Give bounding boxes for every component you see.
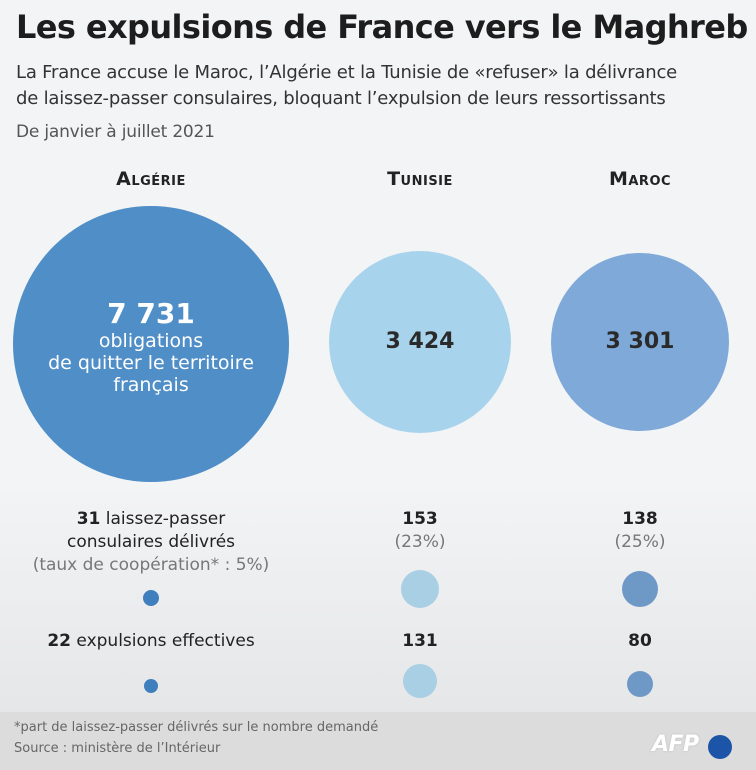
bubble-oqtf-tunisia: [329, 251, 511, 433]
bubble-laissez-passer-tunisia: [401, 570, 439, 608]
morocco-laissez-passer-label: 138 (25%): [614, 508, 665, 554]
algeria-laissez-passer-value: 31: [76, 509, 101, 529]
morocco-cooperation-rate: (25%): [614, 532, 666, 552]
bubble-laissez-passer-algeria: [143, 590, 159, 606]
bubble-oqtf-morocco: [551, 253, 729, 431]
bubble-expulsions-tunisia: [403, 664, 437, 698]
afp-logo: AFP: [652, 732, 699, 757]
algeria-laissez-passer-label: 31 laissez-passer consulaires délivrés (…: [33, 508, 270, 577]
morocco-oqtf-value: 3 301: [605, 329, 675, 354]
algeria-cooperation-rate: (taux de coopération* : 5%): [32, 555, 270, 575]
source: Source : ministère de l’Intérieur: [14, 741, 221, 756]
bubble-expulsions-morocco: [627, 671, 653, 697]
algeria-oqtf-text-2: de quitter le territoire: [48, 352, 254, 374]
algeria-expulsions-label: 22 expulsions effectives: [47, 630, 254, 653]
morocco-laissez-passer-value: 138: [622, 509, 658, 529]
subtitle-line-2: de laissez-passer consulaires, bloquant …: [16, 88, 666, 109]
algeria-oqtf-text-3: français: [113, 374, 189, 396]
bubble-oqtf-algeria: [13, 206, 289, 482]
tunisia-laissez-passer-value: 153: [402, 509, 438, 529]
algeria-oqtf-value: 7 731: [107, 297, 195, 330]
algeria-oqtf-label: 7 731 obligations de quitter le territoi…: [48, 297, 254, 397]
algeria-laissez-passer-text-1: laissez-passer: [100, 509, 226, 529]
country-label-algeria: Algérie: [116, 168, 186, 190]
bubble-expulsions-algeria: [144, 679, 158, 693]
country-label-tunisia: Tunisie: [387, 168, 453, 190]
tunisia-oqtf-value: 3 424: [385, 329, 455, 354]
algeria-expulsions-value: 22: [47, 631, 71, 651]
algeria-laissez-passer-text-2: consulaires délivrés: [66, 532, 236, 552]
footer-bar: [0, 712, 756, 770]
tunisia-laissez-passer-label: 153 (23%): [394, 508, 445, 554]
period-label: De janvier à juillet 2021: [16, 122, 215, 142]
algeria-expulsions-text: expulsions effectives: [71, 631, 255, 651]
country-label-morocco: Maroc: [608, 168, 672, 190]
footnote: *part de laissez-passer délivrés sur le …: [14, 720, 379, 735]
bubble-chart: [13, 206, 729, 698]
subtitle-line-1: La France accuse le Maroc, l’Algérie et …: [16, 62, 678, 83]
tunisia-expulsions-value: 131: [402, 631, 438, 651]
tunisia-cooperation-rate: (23%): [394, 532, 446, 552]
page-title: Les expulsions de France vers le Maghreb: [16, 8, 748, 46]
morocco-expulsions-value: 80: [628, 631, 652, 651]
afp-logo-dot-icon: [708, 735, 732, 759]
bubble-laissez-passer-morocco: [622, 571, 658, 607]
algeria-oqtf-text-1: obligations: [98, 330, 204, 352]
